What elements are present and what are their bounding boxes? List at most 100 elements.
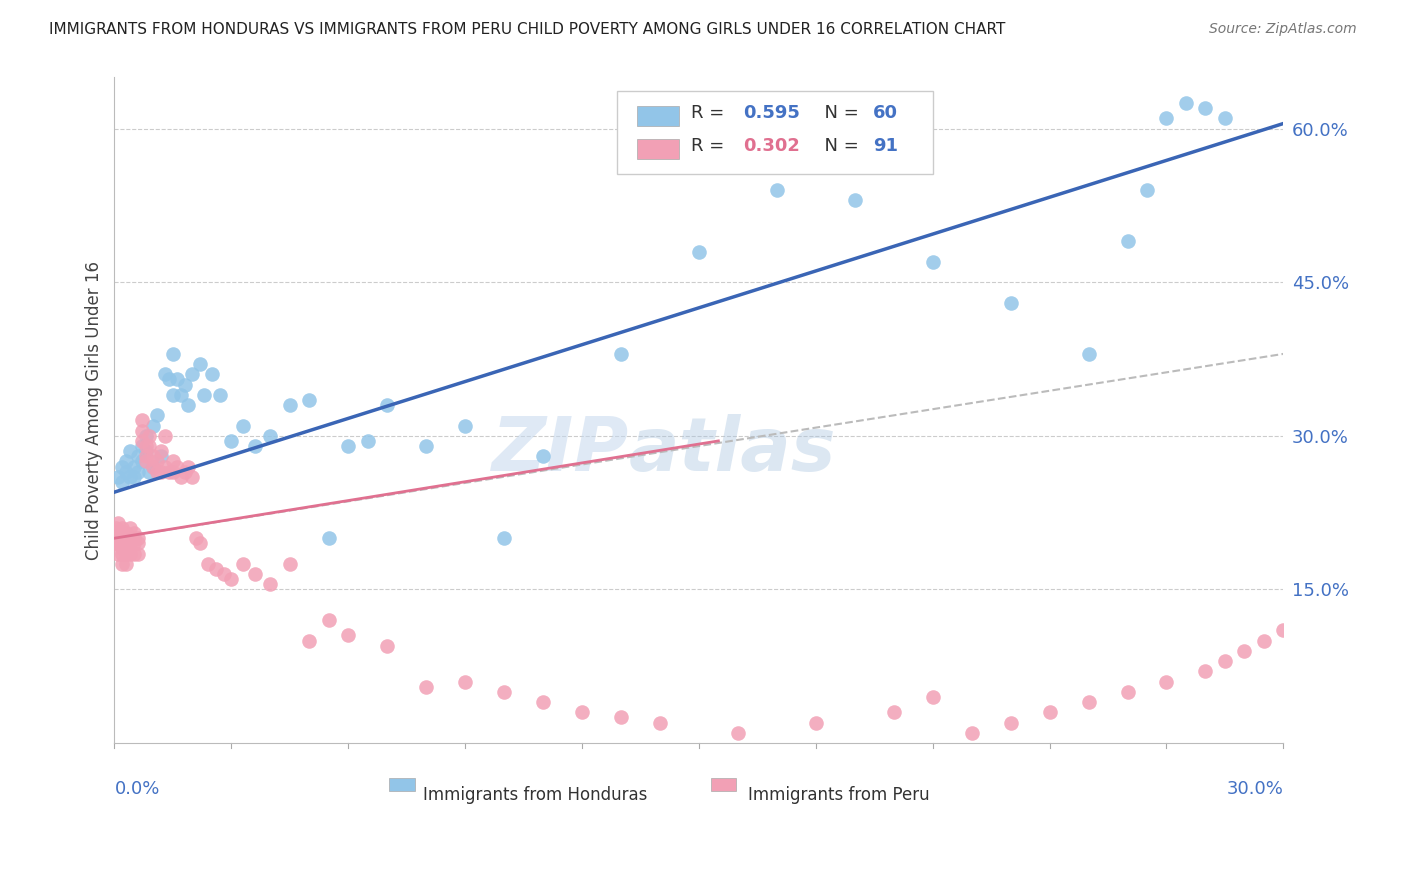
Point — [135, 450, 157, 464]
Point — [162, 347, 184, 361]
Point — [115, 557, 138, 571]
Point — [153, 368, 176, 382]
Point — [111, 459, 134, 474]
Point — [188, 357, 211, 371]
FancyBboxPatch shape — [710, 778, 737, 791]
Point — [127, 531, 149, 545]
Point — [454, 674, 477, 689]
Point — [162, 388, 184, 402]
Point — [1156, 112, 1178, 126]
Point — [105, 521, 128, 535]
Point — [131, 434, 153, 448]
Point — [118, 469, 141, 483]
Point — [162, 454, 184, 468]
Point — [127, 465, 149, 479]
Point — [1038, 706, 1060, 720]
Point — [122, 547, 145, 561]
Point — [138, 439, 160, 453]
Text: 0.302: 0.302 — [744, 137, 800, 155]
Point — [157, 372, 180, 386]
Point — [1077, 695, 1099, 709]
FancyBboxPatch shape — [389, 778, 415, 791]
Point — [318, 613, 340, 627]
Point — [204, 562, 226, 576]
Point — [921, 690, 943, 704]
Point — [111, 531, 134, 545]
Point — [138, 465, 160, 479]
Point — [259, 429, 281, 443]
Point — [153, 459, 176, 474]
Text: Source: ZipAtlas.com: Source: ZipAtlas.com — [1209, 22, 1357, 37]
Point — [142, 450, 165, 464]
Text: 0.0%: 0.0% — [114, 780, 160, 797]
Point — [1077, 347, 1099, 361]
Point — [494, 531, 516, 545]
Point — [111, 547, 134, 561]
Point — [259, 577, 281, 591]
Point — [115, 454, 138, 468]
Point — [111, 475, 134, 489]
Point — [142, 418, 165, 433]
Point — [135, 454, 157, 468]
Text: ZIP: ZIP — [492, 414, 628, 487]
Point — [111, 557, 134, 571]
Point — [127, 536, 149, 550]
Point — [177, 398, 200, 412]
FancyBboxPatch shape — [617, 91, 932, 174]
Point — [883, 706, 905, 720]
Point — [173, 465, 195, 479]
Point — [115, 526, 138, 541]
Point — [122, 531, 145, 545]
Point — [201, 368, 224, 382]
Point — [105, 536, 128, 550]
Point — [166, 372, 188, 386]
Point — [146, 409, 169, 423]
Point — [278, 398, 301, 412]
Text: Immigrants from Peru: Immigrants from Peru — [748, 786, 929, 805]
Point — [153, 429, 176, 443]
Point — [415, 439, 437, 453]
Point — [494, 685, 516, 699]
Point — [1116, 685, 1139, 699]
Point — [115, 531, 138, 545]
Point — [571, 706, 593, 720]
Point — [337, 439, 360, 453]
Point — [135, 444, 157, 458]
Point — [138, 429, 160, 443]
Point — [131, 413, 153, 427]
Point — [188, 536, 211, 550]
Point — [162, 465, 184, 479]
Point — [844, 194, 866, 208]
Point — [107, 516, 129, 530]
Point — [122, 469, 145, 483]
Point — [118, 531, 141, 545]
Point — [107, 536, 129, 550]
Point — [243, 439, 266, 453]
Text: IMMIGRANTS FROM HONDURAS VS IMMIGRANTS FROM PERU CHILD POVERTY AMONG GIRLS UNDER: IMMIGRANTS FROM HONDURAS VS IMMIGRANTS F… — [49, 22, 1005, 37]
Point — [142, 459, 165, 474]
Point — [298, 633, 321, 648]
Point — [243, 567, 266, 582]
Point — [107, 526, 129, 541]
Point — [415, 680, 437, 694]
Point — [104, 531, 127, 545]
Point — [169, 469, 191, 483]
Point — [610, 347, 633, 361]
Text: 0.595: 0.595 — [744, 103, 800, 121]
Point — [648, 715, 671, 730]
Text: 30.0%: 30.0% — [1226, 780, 1284, 797]
Point — [960, 725, 983, 739]
Point — [1213, 654, 1236, 668]
Point — [1000, 715, 1022, 730]
Text: N =: N = — [814, 103, 865, 121]
Point — [727, 725, 749, 739]
Point — [118, 536, 141, 550]
Point — [232, 418, 254, 433]
Point — [232, 557, 254, 571]
Point — [146, 465, 169, 479]
Point — [146, 454, 169, 468]
Point — [150, 444, 173, 458]
Point — [127, 450, 149, 464]
Point — [688, 244, 710, 259]
Point — [1213, 112, 1236, 126]
